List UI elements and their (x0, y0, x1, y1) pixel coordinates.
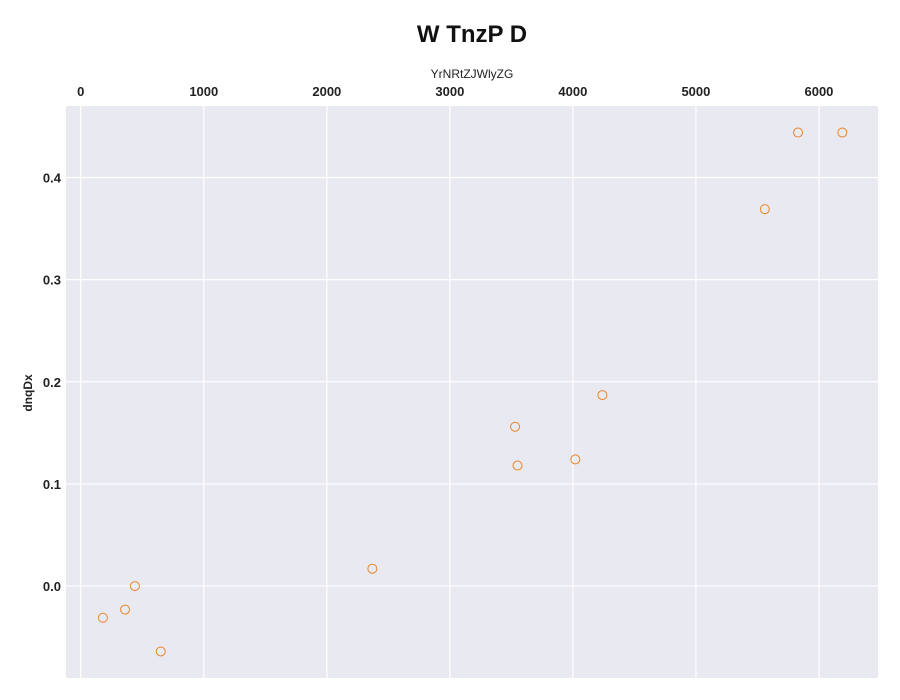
x-tick-label: 1000 (189, 84, 218, 99)
y-tick-label: 0.1 (43, 477, 61, 492)
x-tick-label: 3000 (435, 84, 464, 99)
data-point (97, 612, 108, 623)
plot-area (66, 106, 878, 678)
data-point (597, 390, 608, 401)
data-point (512, 460, 523, 471)
x-tick-label: 0 (77, 84, 84, 99)
x-tick-label: 6000 (804, 84, 833, 99)
y-tick-labels: 0.0 0.1 0.2 0.3 0.4 (43, 171, 62, 595)
data-point (367, 563, 378, 574)
y-tick-label: 0.2 (43, 375, 61, 390)
data-points (97, 127, 848, 657)
x-axis-label: YrNRtZJWlyZG (431, 67, 514, 81)
data-point (129, 581, 140, 592)
data-point (837, 127, 848, 138)
y-tick-label: 0.4 (43, 171, 62, 186)
chart-title: W TnzP D (417, 21, 527, 48)
x-tick-labels: 0 1000 2000 3000 4000 5000 6000 (77, 84, 833, 99)
data-point (120, 604, 131, 615)
y-tick-label: 0.0 (43, 579, 61, 594)
data-point (759, 204, 770, 215)
data-point (793, 127, 804, 138)
x-tick-label: 2000 (312, 84, 341, 99)
y-tick-label: 0.3 (43, 273, 61, 288)
data-point (510, 421, 521, 432)
data-point (155, 646, 166, 657)
y-axis-label: dnqDx (21, 374, 35, 412)
gridlines (66, 106, 878, 678)
x-tick-label: 4000 (558, 84, 587, 99)
data-point (570, 454, 581, 465)
x-tick-label: 5000 (681, 84, 710, 99)
